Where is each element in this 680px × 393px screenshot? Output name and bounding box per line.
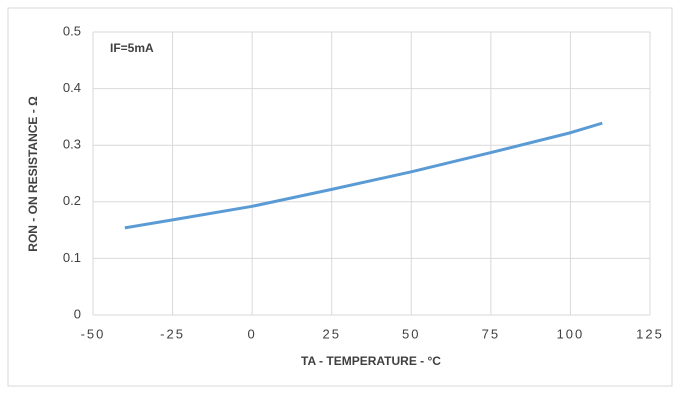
annotation: IF=5mA <box>110 41 154 55</box>
x-tick-label: 75 <box>482 326 500 341</box>
y-tick-label: 0.5 <box>63 23 81 38</box>
y-tick-label: 0.2 <box>63 193 81 208</box>
y-tick-label: 0 <box>74 306 81 321</box>
annotation-box <box>100 36 170 60</box>
x-tick-label: 100 <box>557 326 585 341</box>
y-tick-label: 0.3 <box>63 137 81 152</box>
y-tick-label: 0.1 <box>63 250 81 265</box>
x-axis-label: TA - TEMPERATURE - °C <box>301 354 441 368</box>
grid <box>92 31 651 316</box>
chart-border <box>7 7 673 387</box>
x-tick-label: -25 <box>160 326 185 341</box>
x-tick-label: 50 <box>402 326 420 341</box>
y-tick-label: 0.4 <box>63 80 81 95</box>
y-axis-label: RON - ON RESISTANCE - Ω <box>26 96 40 252</box>
x-tick-label: 0 <box>248 326 257 341</box>
x-tick-label: 25 <box>322 326 340 341</box>
x-tick-label: 125 <box>636 326 664 341</box>
x-tick-label: -50 <box>81 326 106 341</box>
marks <box>124 121 603 230</box>
data-line <box>124 121 603 230</box>
